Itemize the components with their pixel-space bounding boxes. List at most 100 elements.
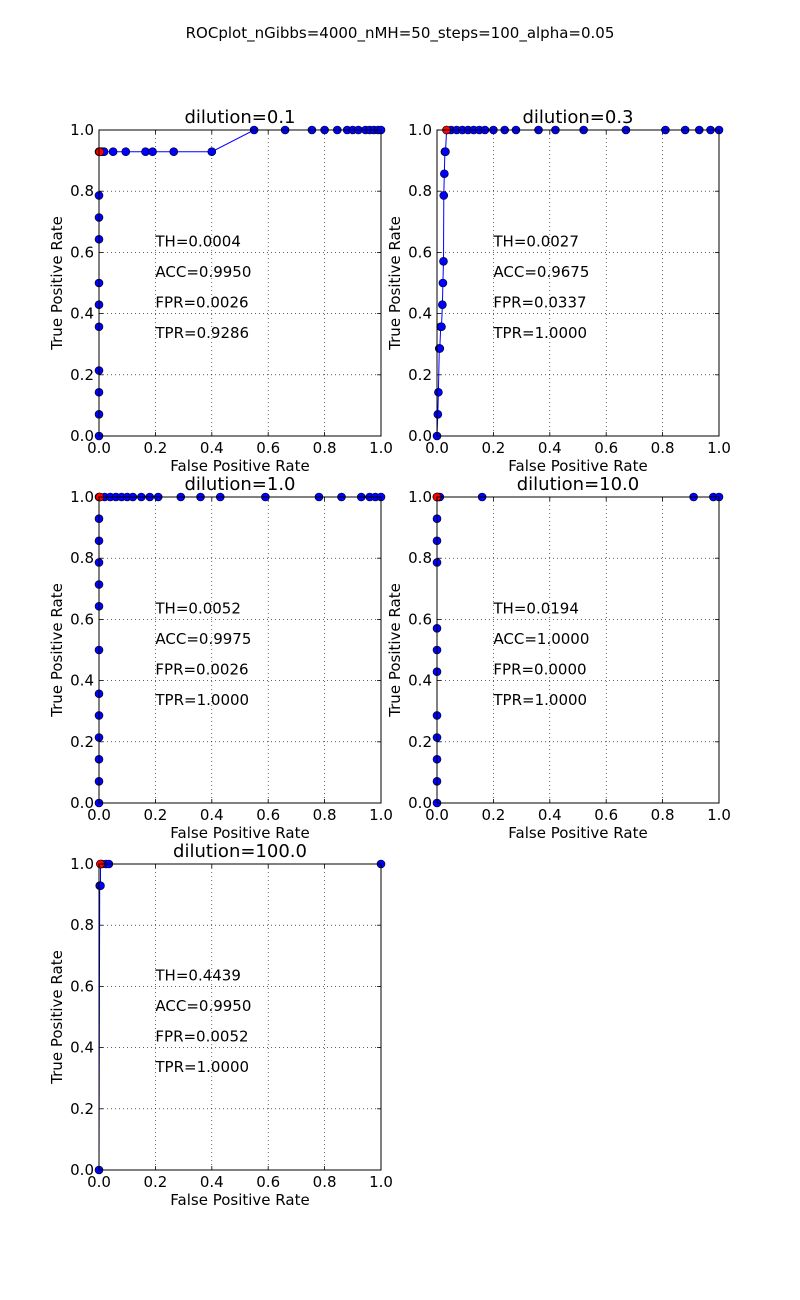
y-axis-label: True Positive Rate: [386, 216, 404, 351]
y-tick-label: 0.8: [70, 549, 94, 567]
roc-point: [433, 409, 443, 419]
x-tick-label: 0.8: [651, 806, 675, 824]
stat-annotation: TH=0.0027: [492, 232, 579, 250]
roc-panel: 0.0 0.2 0.4 0.6 0.8 1.0 0.0 0.2 0.4 0.6 0.8 1.0 dilu…: [386, 107, 731, 475]
x-tick-label: 0.6: [594, 806, 618, 824]
threshold-point: [95, 147, 105, 157]
x-axis-label: False Positive Rate: [170, 1191, 309, 1209]
stat-annotation: TPR=1.0000: [154, 1058, 249, 1076]
y-tick-label: 0.4: [70, 672, 94, 690]
panel-title: dilution=0.1: [184, 107, 295, 128]
y-tick-label: 0.6: [70, 977, 94, 995]
y-tick-label: 0.8: [408, 182, 432, 200]
roc-point: [439, 191, 449, 200]
y-tick-label: 1.0: [70, 855, 94, 873]
x-tick-label: 0.0: [87, 806, 111, 824]
x-tick-label: 0.2: [143, 1173, 167, 1191]
x-axis-label: False Positive Rate: [170, 824, 309, 842]
y-tick-label: 1.0: [70, 488, 94, 506]
y-tick-label: 0.4: [70, 305, 94, 323]
roc-point: [207, 147, 217, 157]
stat-annotation: FPR=0.0026: [155, 660, 248, 678]
roc-panel: 0.0 0.2 0.4 0.6 0.8 1.0 0.0 0.2 0.4 0.6 0.8 1.0 dilu…: [48, 841, 393, 1209]
plot-frame: [98, 129, 382, 437]
y-axis-label: True Positive Rate: [48, 216, 66, 351]
y-tick-label: 0.0: [408, 794, 432, 812]
x-tick-label: 1.0: [707, 806, 731, 824]
roc-point: [440, 169, 449, 179]
x-tick-label: 0.4: [200, 806, 224, 824]
x-tick-label: 1.0: [369, 439, 393, 457]
roc-point: [121, 147, 131, 157]
roc-point: [434, 387, 443, 397]
panel-title: dilution=0.3: [522, 107, 633, 128]
stat-annotation: FPR=0.0026: [155, 293, 248, 311]
y-tick-label: 0.0: [70, 427, 94, 445]
y-tick-label: 0.6: [70, 610, 94, 628]
stat-annotation: FPR=0.0052: [155, 1027, 248, 1045]
x-axis-label: False Positive Rate: [508, 824, 647, 842]
x-tick-label: 0.0: [87, 1173, 111, 1191]
x-axis-label: False Positive Rate: [508, 457, 647, 475]
stat-annotation: TH=0.0194: [492, 599, 579, 617]
stat-annotation: TPR=1.0000: [492, 324, 587, 342]
x-tick-label: 0.8: [313, 439, 337, 457]
plot-area: [99, 497, 381, 803]
y-tick-label: 0.8: [70, 182, 94, 200]
y-tick-label: 0.4: [408, 305, 432, 323]
y-tick-label: 0.0: [408, 427, 432, 445]
stat-annotation: TPR=1.0000: [492, 691, 587, 709]
y-axis-label: True Positive Rate: [48, 583, 66, 718]
panel-title: dilution=1.0: [184, 474, 295, 495]
x-tick-label: 0.0: [87, 439, 111, 457]
stat-annotation: TPR=0.9286: [154, 324, 249, 342]
plot-frame: [436, 496, 720, 804]
plot-area: [437, 497, 719, 803]
x-tick-label: 0.2: [481, 439, 505, 457]
y-axis-label: True Positive Rate: [48, 950, 66, 1085]
plot-frame: [98, 496, 382, 804]
roc-point: [441, 147, 450, 157]
y-tick-label: 0.2: [70, 733, 94, 751]
roc-point: [438, 300, 447, 310]
stat-annotation: TPR=1.0000: [154, 691, 249, 709]
x-tick-label: 0.2: [143, 806, 167, 824]
roc-panel: 0.0 0.2 0.4 0.6 0.8 1.0 0.0 0.2 0.4 0.6 0.8 1.0 dilu…: [48, 107, 393, 475]
x-tick-label: 0.4: [200, 439, 224, 457]
x-tick-label: 0.6: [256, 1173, 280, 1191]
plot-frame: [436, 129, 720, 437]
y-tick-label: 1.0: [408, 488, 432, 506]
y-axis-label: True Positive Rate: [386, 583, 404, 718]
x-tick-label: 0.2: [481, 806, 505, 824]
x-tick-label: 0.6: [256, 439, 280, 457]
stat-annotation: FPR=0.0337: [493, 293, 586, 311]
y-tick-label: 1.0: [408, 121, 432, 139]
roc-point: [96, 881, 105, 891]
stat-annotation: ACC=0.9975: [155, 630, 251, 648]
x-tick-label: 0.8: [313, 806, 337, 824]
y-tick-label: 0.8: [70, 916, 94, 934]
roc-panels: 0.0 0.2 0.4 0.6 0.8 1.0 0.0 0.2 0.4 0.6 0.8 1.0 dilu…: [48, 107, 731, 1209]
x-tick-label: 0.2: [143, 439, 167, 457]
y-tick-label: 0.6: [408, 243, 432, 261]
panel-title: dilution=100.0: [173, 841, 307, 862]
roc-point: [439, 256, 448, 266]
y-tick-label: 1.0: [70, 121, 94, 139]
roc-point: [438, 278, 448, 288]
plot-area: [99, 864, 381, 1170]
y-tick-label: 0.6: [70, 243, 94, 261]
x-tick-label: 0.0: [425, 806, 449, 824]
y-tick-label: 0.2: [70, 1100, 94, 1118]
y-tick-label: 0.0: [70, 794, 94, 812]
y-tick-label: 0.6: [408, 610, 432, 628]
roc-point: [169, 147, 179, 157]
plot-area: [99, 130, 381, 436]
x-axis-label: False Positive Rate: [170, 457, 309, 475]
stat-annotation: ACC=0.9950: [155, 263, 251, 281]
y-tick-label: 0.4: [70, 1039, 94, 1057]
stat-annotation: TH=0.0004: [154, 232, 241, 250]
stat-annotation: ACC=1.0000: [493, 630, 589, 648]
roc-panel: 0.0 0.2 0.4 0.6 0.8 1.0 0.0 0.2 0.4 0.6 0.8 1.0 dilu…: [48, 474, 393, 842]
x-tick-label: 0.8: [651, 439, 675, 457]
